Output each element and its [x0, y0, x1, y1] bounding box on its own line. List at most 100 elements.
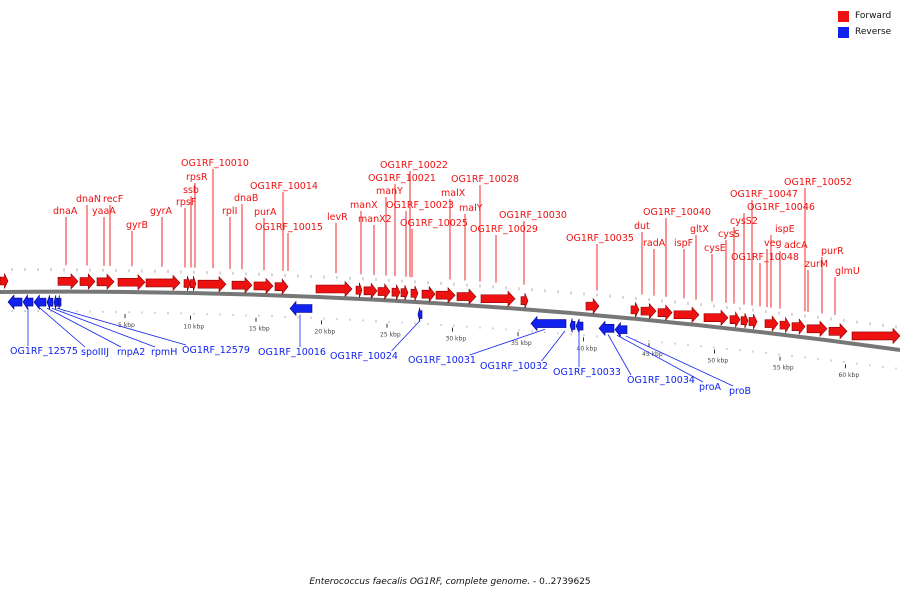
gene-label-recf: recF: [103, 194, 123, 205]
gene-label-ssb: ssb: [183, 185, 199, 196]
scale-tick-label: 35 kbp: [511, 340, 532, 347]
forward-gene-arrow: [189, 276, 197, 292]
reverse-gene-arrow: [33, 294, 47, 310]
forward-gene-arrow: [0, 273, 9, 289]
caption-range: - 0..2739625: [533, 577, 591, 587]
gene-label-levr: levR: [327, 212, 348, 223]
legend-forward-swatch: [838, 10, 849, 22]
legend: Forward Reverse: [838, 8, 891, 40]
legend-forward-label: Forward: [855, 11, 892, 21]
gene-label-og1rf-12575: OG1RF_12575: [10, 346, 78, 357]
gene-label-dnaa: dnaA: [53, 206, 78, 217]
reverse-gene-arrow: [417, 307, 423, 322]
gene-leader-line: [625, 335, 734, 387]
gene-label-og1rf-10047: OG1RF_10047: [730, 189, 798, 200]
gene-label-og1rf-10031: OG1RF_10031: [408, 355, 476, 366]
gene-leader-line: [51, 307, 156, 348]
legend-reverse-label: Reverse: [855, 27, 892, 37]
gene-label-rnpa2: rnpA2: [117, 347, 145, 358]
forward-gene-arrow: [640, 302, 657, 320]
gene-label-pura: purA: [254, 207, 277, 218]
forward-gene-arrow: [183, 275, 191, 292]
forward-gene-arrow: [456, 288, 477, 305]
legend-forward: Forward: [838, 8, 891, 24]
forward-gene-arrow: [764, 315, 779, 332]
gene-label-gltx: gltX: [690, 224, 709, 235]
forward-gene-arrow: [315, 280, 353, 298]
gene-label-og1rf-10015: OG1RF_10015: [255, 222, 323, 233]
caption-organism: Enterococcus faecalis OG1RF, complete ge…: [309, 577, 531, 587]
gene-label-og1rf-10040: OG1RF_10040: [643, 207, 711, 218]
gene-label-og1rf-10016: OG1RF_10016: [258, 347, 326, 358]
forward-gene-arrow: [740, 313, 749, 329]
reverse-gene-arrow: [53, 295, 59, 310]
forward-gene-arrow: [779, 316, 791, 334]
gene-label-og1rf-10028: OG1RF_10028: [451, 174, 519, 185]
gene-leader-line: [39, 307, 86, 348]
gene-label-rpli: rplI: [222, 206, 237, 217]
genome-backbone: [0, 289, 900, 352]
forward-gene-arrow: [145, 274, 181, 292]
scale-tick-label: 10 kbp: [184, 324, 205, 331]
gene-leader-line: [541, 330, 566, 362]
scale-tick-label: 20 kbp: [315, 328, 336, 335]
gene-label-ispf: ispF: [674, 238, 693, 249]
gene-label-dut: dut: [634, 221, 650, 232]
scale-tick-label: 50 kbp: [708, 358, 729, 365]
gene-label-og1rf-10025: OG1RF_10025: [400, 218, 468, 229]
forward-gene-arrow: [253, 277, 274, 295]
reverse-gene-arrow: [569, 318, 576, 333]
scale-tick-label: 30 kbp: [446, 336, 467, 343]
forward-gene-arrow: [117, 273, 146, 291]
forward-gene-arrow: [480, 290, 516, 308]
forward-gene-arrow: [729, 311, 741, 329]
scale-tick-label: 55 kbp: [773, 365, 794, 372]
legend-reverse-swatch: [838, 26, 849, 38]
forward-gene-arrow: [355, 282, 363, 298]
gene-label-prob: proB: [729, 386, 751, 397]
reverse-genes: [7, 294, 628, 338]
gene-label-cyss: cysS: [718, 229, 740, 240]
forward-gene-arrow: [79, 273, 96, 290]
forward-gene-arrow: [391, 284, 401, 300]
forward-gene-arrow: [231, 276, 253, 294]
gene-label-zurm: zurM: [805, 259, 828, 270]
gene-label-gyra: gyrA: [150, 206, 173, 217]
gene-label-og1rf-10048: OG1RF_10048: [731, 252, 799, 263]
forward-gene-arrow: [748, 313, 758, 330]
legend-reverse: Reverse: [838, 24, 891, 40]
gene-label-og1rf-10010: OG1RF_10010: [181, 158, 249, 169]
gene-leader-line: [46, 307, 122, 348]
reverse-gene-arrow: [614, 321, 628, 338]
gene-label-rada: radA: [643, 238, 666, 249]
gene-label-rpsr: rpsR: [186, 172, 208, 183]
reverse-gene-arrow: [530, 315, 567, 332]
gene-label-og1rf-12579: OG1RF_12579: [182, 345, 250, 356]
forward-gene-arrow: [274, 278, 289, 296]
gene-label-cyse: cysE: [704, 243, 726, 254]
forward-gene-arrow: [673, 306, 700, 324]
gene-leader-line: [469, 328, 546, 356]
gene-label-gyrb: gyrB: [126, 220, 148, 231]
gene-label-manx: manX: [350, 200, 378, 211]
gene-label-og1rf-10022: OG1RF_10022: [380, 160, 448, 171]
scale-tick-label: 25 kbp: [380, 332, 401, 339]
gene-label-dnan: dnaN: [76, 194, 101, 205]
gene-label-veg: veg: [764, 238, 782, 249]
reverse-gene-arrow: [289, 300, 313, 317]
gene-label-og1rf-10034: OG1RF_10034: [627, 375, 695, 386]
gene-leader-line: [56, 307, 187, 346]
gene-leader-line: [607, 334, 632, 376]
gene-label-og1rf-10035: OG1RF_10035: [566, 233, 634, 244]
scale-tick-label: 60 kbp: [839, 372, 860, 379]
map-caption: Enterococcus faecalis OG1RF, complete ge…: [0, 577, 900, 587]
gene-label-og1rf-10046: OG1RF_10046: [747, 202, 815, 213]
gene-label-og1rf-10014: OG1RF_10014: [250, 181, 318, 192]
forward-gene-arrow: [400, 285, 409, 301]
gene-label-proa: proA: [699, 382, 722, 393]
gene-label-many: manY: [376, 186, 403, 197]
gene-label-glmu: glmU: [835, 266, 860, 277]
forward-gene-arrow: [657, 304, 673, 321]
